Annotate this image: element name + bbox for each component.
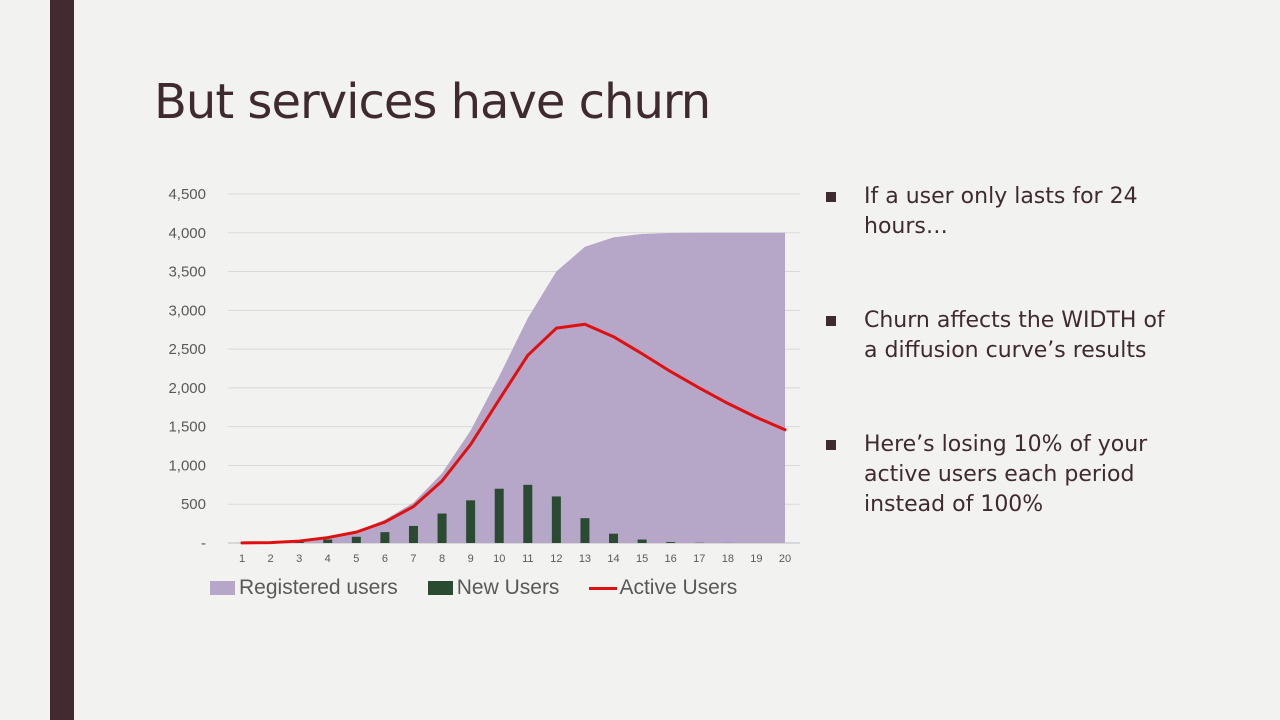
x-tick-label: 10 xyxy=(493,553,505,565)
legend-label-new-users: New Users xyxy=(456,576,560,599)
y-tick-label: 3,500 xyxy=(168,264,206,281)
new-users-bar xyxy=(466,500,476,543)
legend-item-new-users: New Users xyxy=(427,576,560,600)
x-tick-label: 9 xyxy=(468,553,474,565)
legend-item-registered-users: Registered users xyxy=(210,576,398,600)
x-tick-label: 2 xyxy=(268,553,274,565)
square-bullet-icon xyxy=(826,192,836,202)
y-tick-label: - xyxy=(201,535,206,552)
x-tick-label: 12 xyxy=(550,553,562,565)
new-users-bar xyxy=(380,532,390,543)
bullet-item: If a user only lasts for 24 hours… xyxy=(826,182,1166,242)
x-tick-label: 17 xyxy=(693,553,705,565)
legend-swatch-new-users xyxy=(427,581,453,595)
chart-legend: Registered users New Users Active Users xyxy=(210,576,767,600)
new-users-bar xyxy=(637,539,647,543)
new-users-bar xyxy=(551,496,561,543)
new-users-bar xyxy=(609,533,619,543)
active-users-line xyxy=(240,322,787,545)
bullet-text: If a user only lasts for 24 hours… xyxy=(864,184,1138,239)
x-tick-label: 19 xyxy=(750,553,762,565)
x-tick-label: 18 xyxy=(722,553,734,565)
x-tick-label: 16 xyxy=(665,553,677,565)
y-tick-label: 1,500 xyxy=(168,419,206,436)
y-tick-label: 4,000 xyxy=(168,225,206,242)
y-tick-label: 1,000 xyxy=(168,457,206,474)
combo-chart: - 500 1,000 1,500 2,000 2,500 3,000 3,500 4,000 4… xyxy=(168,186,800,565)
new-users-bar xyxy=(323,539,333,543)
active-users-line-layer xyxy=(240,322,787,545)
bullet-text: Churn affects the WIDTH of a diffusion c… xyxy=(864,308,1165,363)
x-tick-label: 1 xyxy=(239,553,245,565)
new-users-bar-layer xyxy=(237,484,733,543)
x-tick-label: 13 xyxy=(579,553,591,565)
bullet-list: If a user only lasts for 24 hours… Churn… xyxy=(826,182,1166,520)
registered-users-area-layer xyxy=(242,232,785,543)
new-users-bar xyxy=(494,488,504,543)
square-bullet-icon xyxy=(826,316,836,326)
x-tick-label: 15 xyxy=(636,553,648,565)
bullet-text: Here’s losing 10% of your active users e… xyxy=(864,432,1148,517)
x-tick-label: 8 xyxy=(439,553,445,565)
new-users-bar xyxy=(523,484,533,543)
legend-label-registered-users: Registered users xyxy=(239,576,398,599)
x-tick-label: 4 xyxy=(325,553,331,565)
y-tick-label: 3,000 xyxy=(168,302,206,319)
x-tick-label: 5 xyxy=(353,553,359,565)
legend-label-active-users: Active Users xyxy=(619,576,738,599)
square-bullet-icon xyxy=(826,440,836,450)
y-tick-label: 4,500 xyxy=(168,186,206,203)
y-tick-label: 500 xyxy=(181,496,206,513)
new-users-bar xyxy=(437,513,447,543)
x-tick-label: 3 xyxy=(296,553,302,565)
x-tick-label: 20 xyxy=(779,553,791,565)
legend-swatch-active-users xyxy=(589,586,618,590)
new-users-bar xyxy=(666,542,676,543)
legend-item-active-users: Active Users xyxy=(589,576,737,600)
y-tick-label: 2,500 xyxy=(168,341,206,358)
x-tick-label: 7 xyxy=(410,553,416,565)
x-tick-label: 6 xyxy=(382,553,388,565)
accent-side-bar xyxy=(50,0,74,720)
axis-labels: - 500 1,000 1,500 2,000 2,500 3,000 3,500 4,000 4… xyxy=(168,186,791,565)
bullet-item: Churn affects the WIDTH of a diffusion c… xyxy=(826,306,1166,366)
x-tick-label: 11 xyxy=(522,553,533,565)
new-users-bar xyxy=(580,518,590,543)
y-tick-label: 2,000 xyxy=(168,380,206,397)
bullet-item: Here’s losing 10% of your active users e… xyxy=(826,430,1166,520)
new-users-bar xyxy=(351,536,361,543)
legend-swatch-registered-users xyxy=(210,581,235,595)
registered-users-area xyxy=(242,232,785,543)
x-tick-label: 14 xyxy=(607,553,619,565)
new-users-bar xyxy=(408,525,418,543)
slide-title: But services have churn xyxy=(154,74,711,130)
